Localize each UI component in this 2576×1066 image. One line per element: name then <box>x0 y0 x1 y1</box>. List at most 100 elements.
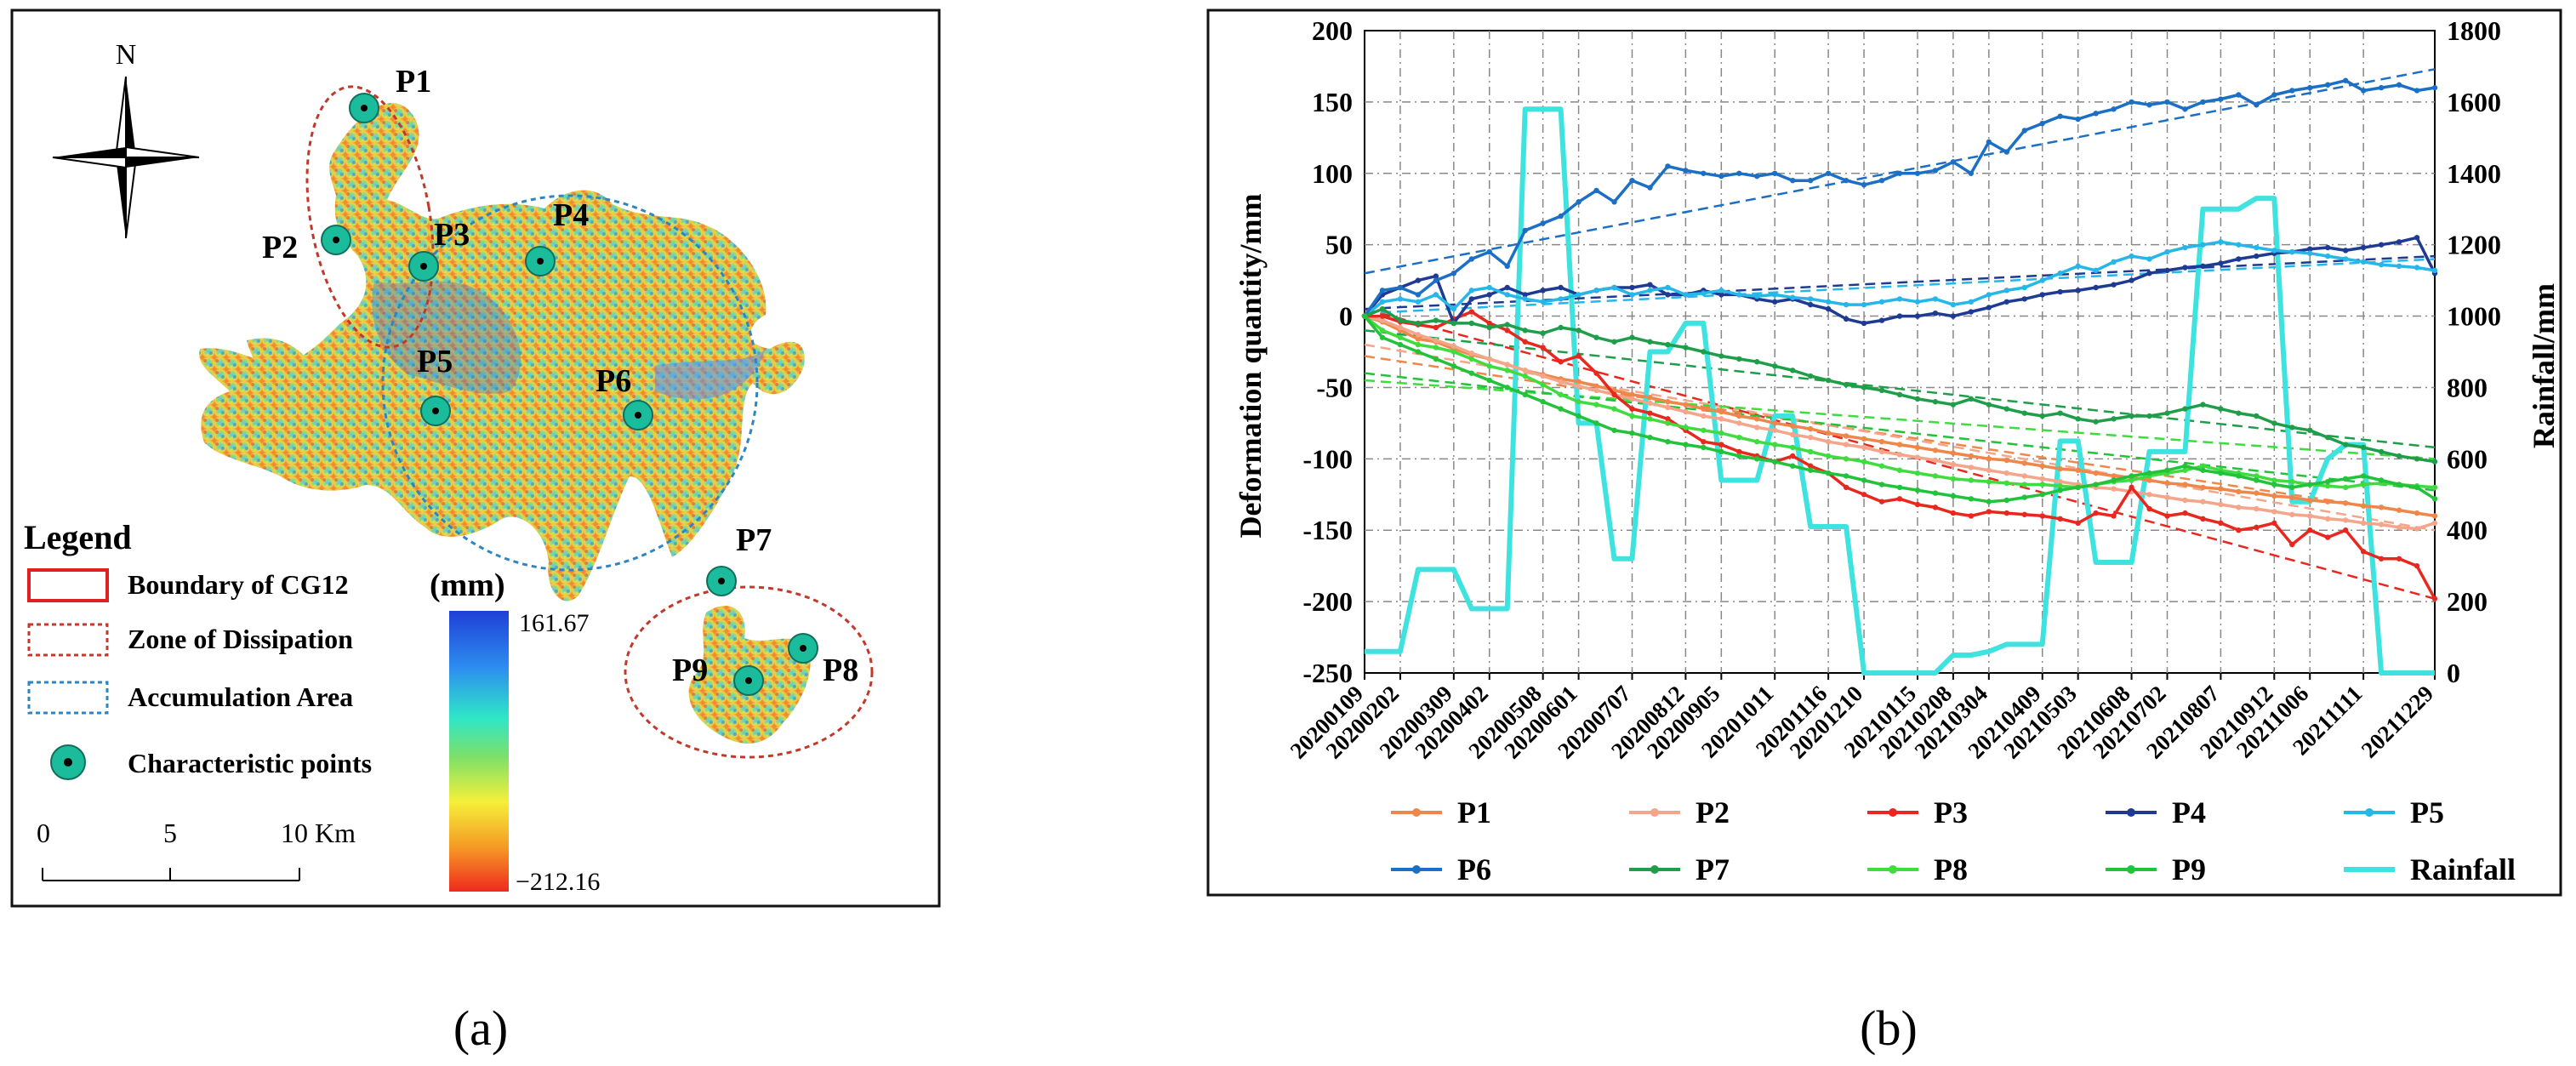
data-point-p2 <box>1397 324 1404 331</box>
data-point-p2 <box>1718 416 1724 422</box>
data-point-p4 <box>1647 282 1653 288</box>
data-point-p4 <box>1718 292 1724 298</box>
data-point-p1 <box>1754 416 1760 422</box>
y2-tick-label: 600 <box>2447 443 2488 474</box>
accumulation-area <box>381 194 759 572</box>
data-point-p1 <box>1415 336 1422 342</box>
legend-accumulation: Accumulation Area <box>128 681 353 712</box>
data-point-p6 <box>2021 128 2027 134</box>
data-point-p3 <box>2431 596 2438 601</box>
data-point-p2 <box>1522 368 1528 373</box>
data-point-p7 <box>2414 456 2420 462</box>
data-point-p2 <box>1790 431 1796 438</box>
data-point-p1 <box>2325 499 2331 504</box>
data-point-p9 <box>2003 497 2009 504</box>
data-point-p2 <box>2325 516 2331 522</box>
data-point-p8 <box>1932 473 1939 479</box>
point-label: P6 <box>596 363 631 399</box>
data-point-p6 <box>2182 106 2188 112</box>
data-point-p6 <box>2057 113 2063 119</box>
data-point-p7 <box>1450 320 1457 327</box>
data-point-p2 <box>1968 465 1975 470</box>
data-point-p8 <box>1825 453 1832 459</box>
data-point-p1 <box>1790 423 1796 429</box>
data-point-p5 <box>2200 242 2206 248</box>
data-point-p8 <box>1878 463 1885 469</box>
data-point-p6 <box>1379 288 1386 294</box>
data-point-p7 <box>1950 402 1957 408</box>
data-point-p4 <box>2360 244 2367 251</box>
data-point-p2 <box>1665 404 1671 411</box>
data-point-p9 <box>2039 492 2045 498</box>
colorbar-unit: (mm) <box>430 567 505 603</box>
data-point-p5 <box>2254 244 2260 251</box>
data-point-p5 <box>2021 284 2027 291</box>
legend-marker-p2 <box>1650 808 1659 817</box>
data-point-p4 <box>1986 305 1992 311</box>
data-point-p8 <box>2200 463 2206 469</box>
data-point-p2 <box>1468 350 1475 356</box>
data-point-p8 <box>1896 467 1903 473</box>
data-point-p2 <box>2182 497 2188 504</box>
series-line-rainfall <box>1365 106 2435 676</box>
data-point-p1 <box>2307 497 2313 504</box>
data-point-p9 <box>1576 413 1582 419</box>
data-point-p3 <box>1718 442 1724 447</box>
data-point-p3 <box>2307 527 2313 533</box>
data-point-p5 <box>2378 261 2385 268</box>
data-point-p2 <box>1683 408 1689 415</box>
data-point-p2 <box>2254 505 2260 512</box>
data-point-p4 <box>2414 235 2420 241</box>
data-point-p9 <box>2075 484 2081 491</box>
data-point-p3 <box>1807 463 1814 469</box>
data-point-p5 <box>1593 288 1599 294</box>
data-point-p6 <box>2360 88 2367 94</box>
data-point-p2 <box>2414 526 2420 532</box>
legend-char-points: Characteristic points <box>128 748 372 778</box>
data-point-p8 <box>1647 416 1653 422</box>
data-point-p7 <box>1611 339 1617 345</box>
data-point-p8 <box>1718 430 1724 436</box>
data-point-p6 <box>2254 102 2260 108</box>
data-point-p2 <box>1647 400 1653 407</box>
data-point-p7 <box>1540 330 1546 336</box>
data-point-p5 <box>2093 267 2099 274</box>
data-point-p8 <box>1772 442 1778 447</box>
legend-label-p9: P9 <box>2172 852 2206 886</box>
data-point-p8 <box>1379 328 1386 333</box>
data-point-p2 <box>2003 470 2009 476</box>
legend-label-p4: P4 <box>2172 795 2206 829</box>
data-point-p5 <box>1504 292 1510 298</box>
data-point-p7 <box>1558 324 1564 331</box>
data-point-p7 <box>2431 459 2438 465</box>
data-point-p2 <box>1950 461 1957 468</box>
data-point-p4 <box>1522 292 1528 298</box>
y-axis-ticks: -250 -200 -150 -100 -50 0 50 100 150 200 <box>1302 15 1353 688</box>
data-point-p9 <box>2396 482 2402 487</box>
data-point-p8 <box>2342 484 2349 491</box>
data-point-p9 <box>1932 490 1939 496</box>
data-point-p6 <box>2093 111 2099 117</box>
data-point-p4 <box>2342 248 2349 254</box>
data-point-p2 <box>1861 444 1867 451</box>
data-point-p1 <box>2200 484 2206 491</box>
point-label: P8 <box>823 653 858 688</box>
data-point-p2 <box>1932 457 1939 464</box>
data-point-p5 <box>1450 305 1457 312</box>
data-point-p5 <box>1843 301 1849 308</box>
colorbar-min: −212.16 <box>516 868 600 896</box>
data-point-p4 <box>2039 292 2045 298</box>
data-point-p4 <box>1950 313 1957 319</box>
data-point-p4 <box>1968 309 1975 315</box>
data-point-p6 <box>2307 84 2313 91</box>
y-tick-label: -100 <box>1302 443 1353 474</box>
data-point-p1 <box>1772 420 1778 426</box>
data-point-p4 <box>1665 292 1671 298</box>
data-point-p3 <box>2360 549 2367 555</box>
data-point-p2 <box>2342 517 2349 523</box>
dissipation-zone-north <box>305 85 435 349</box>
data-point-p3 <box>2039 513 2045 519</box>
data-point-p6 <box>1397 284 1404 291</box>
data-point-p4 <box>1433 273 1439 279</box>
